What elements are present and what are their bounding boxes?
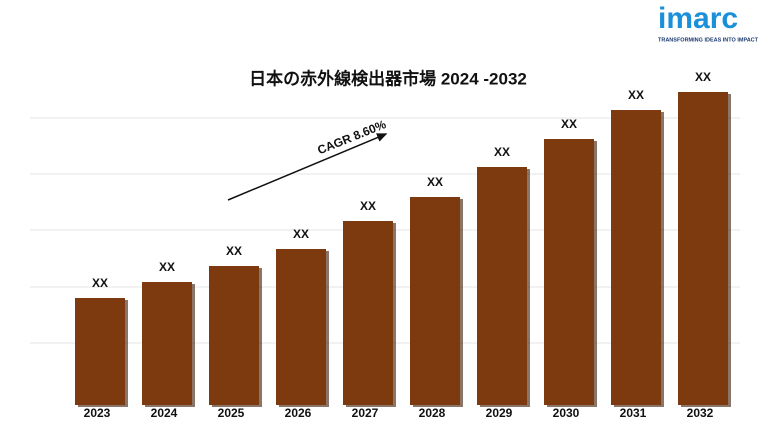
cagr-arrow (227, 133, 388, 201)
data-label: XX (695, 70, 711, 84)
x-tick-label: 2031 (620, 406, 647, 420)
chart-title: 日本の赤外線検出器市場 2024 -2032 (249, 68, 527, 88)
x-tick-label: 2024 (151, 406, 178, 420)
bar (343, 221, 393, 405)
x-tick-label: 2027 (352, 406, 379, 420)
data-label: XX (427, 175, 443, 189)
x-tick-label: 2023 (84, 406, 111, 420)
logo-tagline: TRANSFORMING IDEAS INTO IMPACT (658, 37, 759, 43)
x-tick-label: 2032 (687, 406, 714, 420)
data-label: XX (293, 227, 309, 241)
bar (75, 298, 125, 405)
x-tick-label: 2026 (285, 406, 312, 420)
x-tick-label: 2025 (218, 406, 245, 420)
data-label: XX (561, 117, 577, 131)
x-tick-label: 2029 (486, 406, 513, 420)
x-tick-label: 2030 (553, 406, 580, 420)
bar (410, 197, 460, 405)
data-label: XX (360, 199, 376, 213)
data-label: XX (159, 260, 175, 274)
data-label: XX (92, 276, 108, 290)
bar (142, 282, 192, 405)
data-label: XX (226, 244, 242, 258)
bar (611, 110, 661, 405)
bar (477, 167, 527, 405)
bar (544, 139, 594, 405)
data-label: XX (494, 145, 510, 159)
logo-name: imarc (658, 2, 738, 35)
data-label: XX (628, 88, 644, 102)
bar (209, 266, 259, 405)
bar (276, 249, 326, 405)
bar (678, 92, 728, 405)
x-tick-label: 2028 (419, 406, 446, 420)
